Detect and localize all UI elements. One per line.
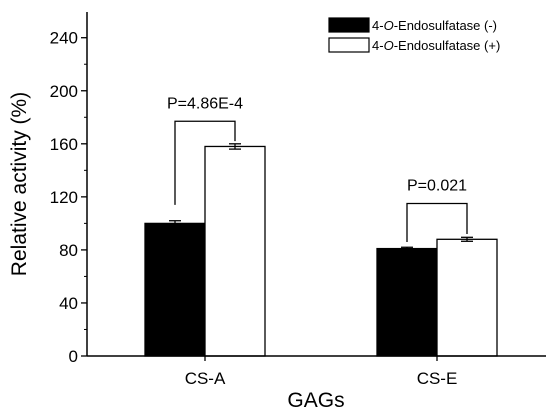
y-tick-label: 160 bbox=[50, 135, 78, 154]
category-label-cs-a: CS-A bbox=[185, 369, 226, 388]
bars bbox=[144, 143, 498, 357]
p-value-label: P=4.86E-4 bbox=[167, 95, 243, 112]
error-bar bbox=[169, 220, 181, 227]
significance-annotations: P=4.86E-4 P=0.021 bbox=[167, 95, 468, 242]
bar-cs-a-series-1 bbox=[144, 222, 206, 357]
significance-bracket: P=4.86E-4 bbox=[167, 95, 243, 205]
legend-label-part: -Endosulfatase (+) bbox=[394, 38, 501, 53]
bar-cs-e-series-2 bbox=[436, 238, 498, 357]
category-label-cs-e: CS-E bbox=[417, 369, 458, 388]
x-axis-title: GAGs bbox=[287, 389, 344, 412]
legend-swatch-series-2 bbox=[328, 37, 370, 53]
y-tick-label: 240 bbox=[50, 29, 78, 48]
y-tick-label: 120 bbox=[50, 188, 78, 207]
bar-cs-a-series-2 bbox=[204, 145, 266, 357]
bar-cs-e-series-1 bbox=[376, 247, 438, 357]
y-tick-label: 200 bbox=[50, 82, 78, 101]
y-tick-label: 0 bbox=[69, 347, 78, 366]
legend-label-series-2: 4-O-Endosulfatase (+) bbox=[372, 38, 500, 53]
y-tick-label: 40 bbox=[59, 294, 78, 313]
axes bbox=[86, 12, 546, 357]
legend-label-part: O bbox=[384, 38, 394, 53]
legend-label-part: O bbox=[384, 18, 394, 33]
legend-label-part: 4- bbox=[372, 18, 384, 33]
legend-label-series-1: 4-O-Endosulfatase (-) bbox=[372, 18, 497, 33]
bracket-line bbox=[406, 202, 468, 242]
error-bar bbox=[461, 236, 473, 242]
p-value-label: P=0.021 bbox=[407, 177, 467, 194]
legend: 4-O-Endosulfatase (-)4-O-Endosulfatase (… bbox=[328, 17, 500, 53]
legend-swatch-series-1 bbox=[328, 17, 370, 33]
y-tick-label: 80 bbox=[59, 241, 78, 260]
bracket-line bbox=[174, 120, 236, 205]
y-axis-ticks: 0 40 80 120 160 200 240 bbox=[50, 29, 87, 366]
significance-bracket: P=0.021 bbox=[406, 177, 468, 242]
error-bar bbox=[229, 143, 241, 150]
category-labels: CS-A CS-E bbox=[185, 356, 458, 388]
legend-label-part: 4- bbox=[372, 38, 384, 53]
error-bar bbox=[401, 246, 413, 251]
y-axis-title: Relative activity (%) bbox=[8, 92, 31, 276]
legend-label-part: -Endosulfatase (-) bbox=[394, 18, 497, 33]
